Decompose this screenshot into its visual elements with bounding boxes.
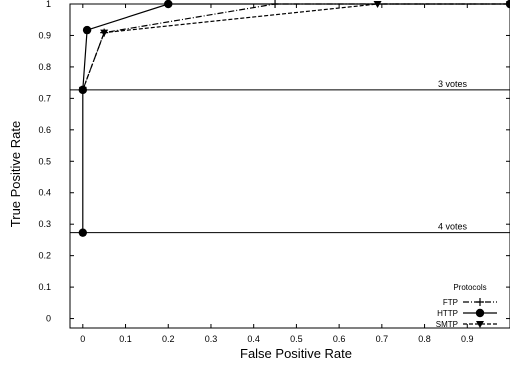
series-line — [82, 3, 510, 91]
y-tick-label: 0.2 — [38, 251, 51, 261]
legend-marker — [476, 321, 484, 328]
y-tick-label: 0.1 — [38, 282, 51, 292]
data-point — [100, 29, 109, 37]
x-tick-label: 0.5 — [290, 334, 303, 344]
series-line — [82, 3, 510, 91]
x-axis-title: False Positive Rate — [240, 346, 352, 361]
y-tick-label: 0 — [46, 314, 51, 324]
y-tick-label: 0.4 — [38, 188, 51, 198]
legend-item-http: HTTP — [437, 308, 497, 318]
x-tick-label: 0.7 — [376, 334, 389, 344]
data-point — [78, 86, 87, 94]
x-tick-label: 0.4 — [247, 334, 260, 344]
data-point — [82, 25, 92, 35]
y-tick-label: 0.9 — [38, 30, 51, 40]
x-tick-label: 0.2 — [162, 334, 175, 344]
y-tick-label: 0.6 — [38, 125, 51, 135]
legend-item-ftp: FTP — [443, 298, 497, 307]
legend-marker — [476, 298, 484, 306]
legend-label: SMTP — [436, 320, 458, 329]
legend-marker — [475, 308, 485, 318]
y-axis-title: True Positive Rate — [8, 121, 23, 227]
y-tick-label: 1 — [46, 0, 51, 9]
x-tick-label: 0.9 — [461, 334, 474, 344]
series-line — [82, 3, 510, 233]
data-point — [78, 228, 88, 237]
legend-title: Protocols — [453, 283, 486, 292]
reference-line-label: 4 votes — [438, 222, 468, 232]
reference-line-label: 3 votes — [438, 79, 468, 89]
y-tick-label: 0.7 — [38, 93, 51, 103]
series-http — [78, 0, 510, 237]
legend-label: FTP — [443, 298, 458, 307]
y-tick-label: 0.8 — [38, 62, 51, 72]
y-tick-label: 0.3 — [38, 219, 51, 229]
y-tick-label: 0.5 — [38, 156, 51, 166]
legend-item-smtp: SMTP — [436, 320, 497, 329]
x-tick-label: 0.3 — [205, 334, 218, 344]
plot-frame — [69, 3, 510, 329]
x-tick-label: 0.8 — [418, 334, 431, 344]
x-tick-label: 0 — [80, 334, 85, 344]
x-tick-label: 0.6 — [333, 334, 346, 344]
legend-label: HTTP — [437, 309, 458, 318]
x-tick-label: 0.1 — [119, 334, 132, 344]
